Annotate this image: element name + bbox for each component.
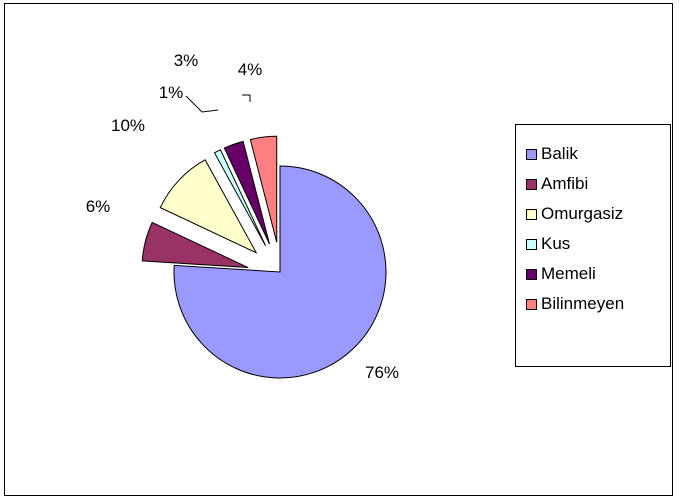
legend-swatch xyxy=(526,268,537,280)
pie-slice-omurgasiz xyxy=(159,159,258,254)
legend-swatch xyxy=(526,298,537,310)
pie-slice-kus xyxy=(213,149,267,246)
data-label-balik: 76% xyxy=(365,363,399,382)
legend-item-amfibi: Amfibi xyxy=(526,169,670,199)
data-label-omurgasiz: 10% xyxy=(111,116,145,135)
legend-item-balik: Balik xyxy=(526,139,670,169)
pie-slice-bilinmeyen xyxy=(249,135,278,243)
data-label-memeli: 3% xyxy=(174,51,199,70)
leader-line-bilinmeyen xyxy=(242,94,251,102)
legend-item-kus: Kus xyxy=(526,229,670,259)
legend-item-bilinmeyen: Bilinmeyen xyxy=(526,289,670,319)
pie-slice-balik xyxy=(173,165,387,379)
pie-slice-memeli xyxy=(223,140,270,245)
legend-swatch xyxy=(526,238,537,250)
legend-label: Memeli xyxy=(541,264,596,283)
legend-swatch xyxy=(526,148,537,160)
legend-label: Kus xyxy=(541,234,571,253)
legend-label: Bilinmeyen xyxy=(541,294,625,313)
leader-line-kus xyxy=(185,95,219,113)
legend: Balik Amfibi Omurgasiz Kus Memeli Bilinmeyen xyxy=(515,124,671,367)
chart-area xyxy=(4,3,673,496)
legend-swatch xyxy=(526,178,537,190)
legend-label: Balik xyxy=(541,144,578,163)
legend-swatch xyxy=(526,208,537,220)
legend-item-omurgasiz: Omurgasiz xyxy=(526,199,670,229)
pie-slice-amfibi xyxy=(141,221,249,269)
legend-label: Omurgasiz xyxy=(541,204,624,223)
data-label-kus: 1% xyxy=(159,83,184,102)
data-label-bilinmeyen: 4% xyxy=(238,60,263,79)
legend-label: Amfibi xyxy=(541,174,589,193)
data-label-amfibi: 6% xyxy=(86,197,111,216)
legend-item-memeli: Memeli xyxy=(526,259,670,289)
